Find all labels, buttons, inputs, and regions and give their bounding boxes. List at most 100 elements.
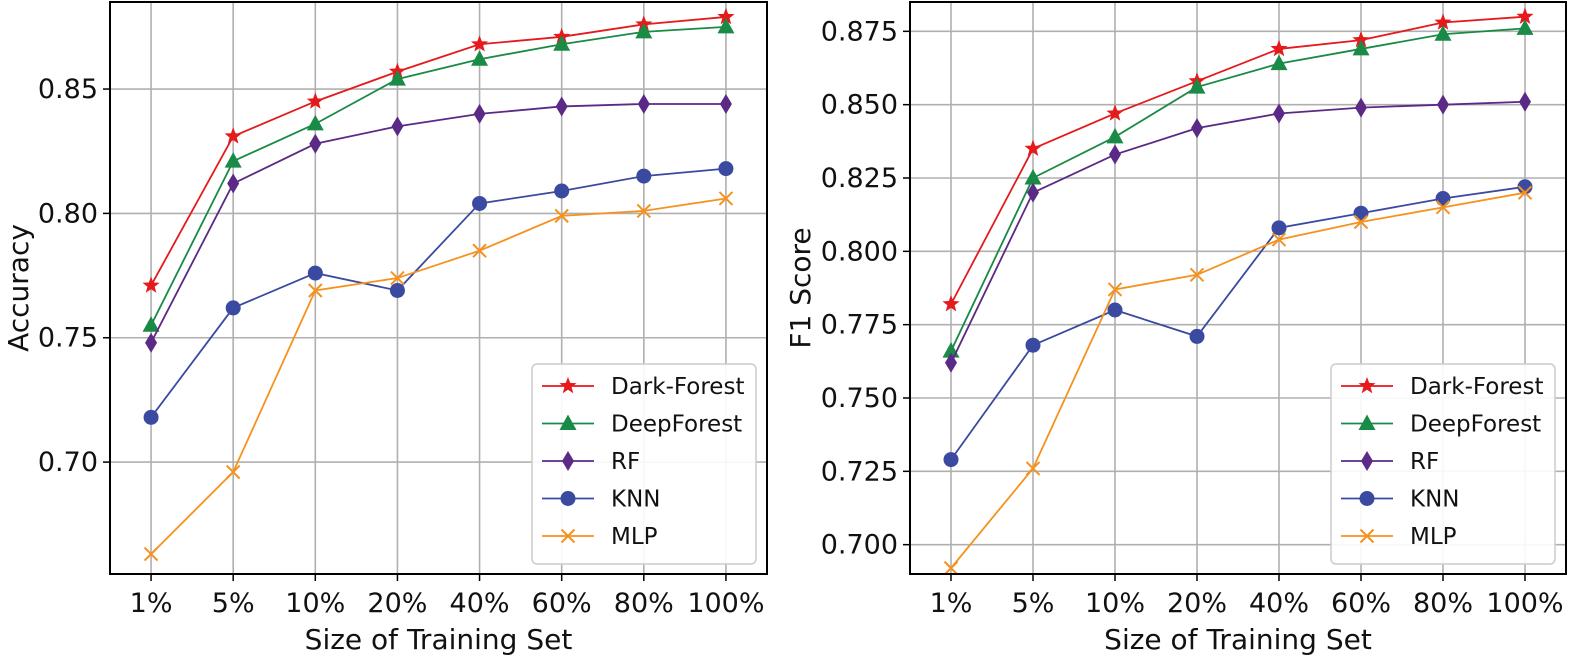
legend-item-mlp: MLP [542, 524, 658, 550]
series-dark-forest [142, 7, 735, 293]
data-point-mlp [1271, 232, 1287, 247]
data-point-rf [555, 96, 568, 117]
data-point-rf [145, 332, 158, 353]
x-tick-label: 10% [285, 588, 345, 619]
data-point-deepforest [142, 316, 160, 332]
x-tick-label: 60% [532, 588, 592, 619]
series-line-deepforest [150, 25, 726, 326]
legend-marker-deepforest [1358, 414, 1376, 430]
x-tick-label: 80% [1413, 588, 1473, 619]
data-point-dark-forest [1106, 104, 1124, 121]
y-tick-label: 0.825 [821, 163, 898, 194]
legend-item-knn: KNN [542, 487, 661, 513]
data-point-deepforest [717, 17, 735, 34]
legend-label: KNN [1410, 487, 1460, 513]
y-tick-label: 0.725 [821, 456, 898, 487]
data-point-rf [1273, 103, 1285, 124]
series-line-mlp [150, 197, 727, 555]
data-point-dark-forest [1352, 31, 1370, 48]
f1-score-panel: 1% 5% 10% 20% 40% 60% 80% 100% 0.700 0.725 0.750 0.… [784, 1, 1567, 656]
series-deepforest [142, 17, 735, 332]
plot-frame [109, 1, 768, 575]
data-point-knn [1435, 191, 1451, 207]
y-tick-label: 0.850 [821, 90, 898, 121]
y-tick-label: 0.85 [38, 74, 98, 105]
data-point-mlp [943, 560, 959, 576]
legend: Dark-Forest DeepForest RF KNN MLP [531, 363, 757, 565]
data-point-dark-forest [224, 127, 242, 144]
series-rf [145, 93, 732, 353]
data-point-deepforest [1516, 19, 1534, 35]
data-point-knn [943, 452, 959, 468]
data-point-deepforest [1106, 127, 1124, 144]
data-point-dark-forest [1516, 7, 1534, 24]
x-tick-label: 100% [687, 588, 764, 619]
data-point-mlp [143, 546, 159, 562]
x-tick-label: 10% [1085, 588, 1145, 619]
y-tick-label: 0.750 [821, 383, 898, 414]
data-point-knn [472, 195, 488, 211]
data-point-knn [636, 168, 652, 184]
data-point-rf [1191, 118, 1203, 139]
y-tick-label: 0.775 [821, 310, 898, 341]
accuracy-panel: 1% 5% 10% 20% 40% 60% 80% 100% 0.70 0.75 0.80 0.85 S… [2, 1, 768, 656]
data-point-dark-forest [1434, 13, 1452, 30]
legend-label: KNN [611, 487, 661, 513]
legend-item-knn: KNN [1341, 487, 1460, 513]
data-point-dark-forest [717, 7, 735, 25]
legend-box [531, 363, 757, 565]
legend-label: MLP [611, 524, 658, 550]
data-point-rf [1027, 182, 1039, 203]
data-point-dark-forest [142, 276, 160, 293]
data-point-knn [554, 183, 570, 199]
legend-label: RF [1410, 449, 1439, 475]
legend-label: DeepForest [1410, 412, 1541, 438]
data-point-knn [1107, 302, 1123, 318]
data-point-mlp [1189, 267, 1205, 283]
series-line-rf [950, 100, 1526, 364]
y-tick-label: 0.70 [38, 447, 98, 478]
legend-label: MLP [1410, 524, 1457, 550]
series-rf [945, 91, 1531, 373]
data-point-dark-forest [1270, 39, 1288, 57]
data-point-rf [309, 133, 322, 154]
data-point-deepforest [1024, 169, 1042, 185]
legend: Dark-Forest DeepForest RF KNN MLP [1330, 363, 1556, 565]
plot-frame [909, 1, 1567, 575]
legend-marker-dark-forest [559, 377, 577, 394]
y-tick-label: 0.75 [38, 323, 98, 354]
legend-marker-mlp [1359, 528, 1375, 544]
data-point-knn [225, 300, 241, 316]
x-tick-label: 5% [212, 588, 255, 619]
data-point-dark-forest [1024, 139, 1042, 156]
x-tick-label: 1% [930, 588, 973, 619]
legend-box [1330, 363, 1556, 565]
data-point-mlp [1353, 214, 1369, 230]
data-point-mlp [1435, 200, 1451, 215]
legend-item-dark-forest: Dark-Forest [542, 374, 744, 400]
data-point-rf [1519, 91, 1531, 112]
x-axis-title: Size of Training Set [305, 623, 573, 656]
legend-item-deepforest: DeepForest [542, 412, 742, 438]
data-point-rf [719, 93, 732, 114]
series-mlp [143, 191, 734, 562]
data-point-deepforest [306, 114, 324, 131]
data-point-deepforest [553, 35, 571, 51]
data-point-dark-forest [306, 92, 324, 109]
data-point-mlp [390, 270, 405, 286]
data-point-rf [1109, 144, 1121, 165]
legend-marker-rf [1361, 451, 1373, 471]
series-line-deepforest [950, 27, 1526, 352]
data-point-rf [945, 352, 957, 373]
data-point-rf [391, 116, 404, 137]
legend-marker-knn [1359, 491, 1375, 506]
series-mlp [943, 185, 1533, 576]
data-point-rf [1437, 94, 1449, 115]
data-point-knn [389, 282, 405, 298]
series-knn [143, 161, 734, 425]
data-point-rf [1355, 97, 1367, 118]
legend-marker-rf [562, 451, 574, 471]
legend-label: RF [611, 449, 640, 475]
data-point-mlp [554, 208, 569, 224]
